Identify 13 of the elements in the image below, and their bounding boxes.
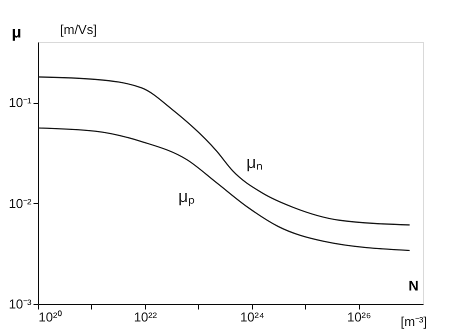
x-axis-title: N xyxy=(408,278,419,294)
text: [m/Vs] xyxy=(60,22,97,37)
y-axis-title: μ xyxy=(12,24,22,42)
x-tick-label: 10²⁶ xyxy=(347,310,372,324)
series-label: μₚ xyxy=(178,186,196,207)
y-tick-label: 10⁻¹ xyxy=(8,95,32,110)
y-tick-label: 10⁻³ xyxy=(8,296,32,312)
series-label: μₙ xyxy=(246,152,264,172)
x-tick-label: 10²⁰ xyxy=(38,310,62,324)
x-tick-label: 10²² xyxy=(134,310,158,324)
x-tick-label: 10²⁴ xyxy=(240,310,264,324)
y-tick-label: 10⁻² xyxy=(8,196,32,211)
text: [m⁻³] xyxy=(400,314,427,329)
